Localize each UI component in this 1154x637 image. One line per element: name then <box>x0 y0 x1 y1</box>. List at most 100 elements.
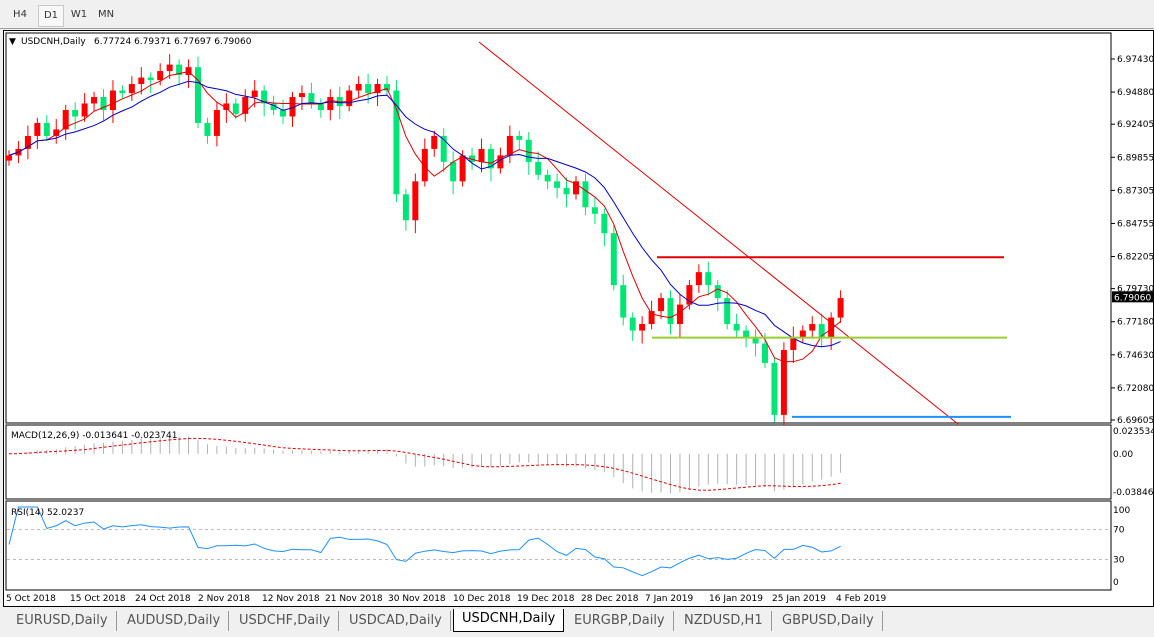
candle <box>393 90 400 195</box>
candle <box>686 285 693 305</box>
chart-tab[interactable]: USDCHF,Daily <box>231 611 340 631</box>
candle <box>790 337 797 351</box>
chart-tab[interactable]: EURGBP,Daily <box>566 611 674 631</box>
chart-tab[interactable]: AUDUSD,Daily <box>119 611 230 631</box>
timeframe-mn[interactable]: MN <box>97 9 115 20</box>
candle <box>478 148 485 162</box>
rsi-label: RSI(14) 52.0237 <box>11 508 84 518</box>
price-tick-label: 6.82205 <box>1117 253 1154 263</box>
candle <box>535 161 542 175</box>
candle <box>374 84 381 94</box>
candle <box>714 285 721 299</box>
candle <box>695 272 702 286</box>
candle <box>251 90 258 98</box>
fast-ma-line <box>8 71 841 363</box>
candle <box>809 324 816 331</box>
candle <box>733 324 740 331</box>
candle <box>762 343 768 363</box>
chart-tab[interactable]: USDCAD,Daily <box>341 611 451 631</box>
timeframe-d1[interactable]: D1 <box>38 5 64 27</box>
candle <box>563 187 570 195</box>
candle <box>298 93 305 98</box>
candle <box>355 84 362 91</box>
candle <box>270 103 277 110</box>
candle <box>119 90 126 94</box>
chart-tab[interactable]: NZDUSD,H1 <box>676 611 772 631</box>
candle <box>724 298 731 325</box>
rsi-tick-label: 70 <box>1113 526 1125 536</box>
candle <box>91 97 98 104</box>
candle <box>771 362 778 415</box>
rsi-line <box>8 506 841 577</box>
candle <box>72 109 79 117</box>
timeframe-w1[interactable]: W1 <box>70 9 88 20</box>
price-tick-label: 6.94880 <box>1117 88 1154 98</box>
slow-ma-line <box>8 80 841 348</box>
candle <box>573 181 579 195</box>
candle <box>185 67 192 75</box>
candle <box>752 337 759 344</box>
candle <box>43 122 50 136</box>
candle <box>440 135 447 162</box>
candle <box>591 207 598 214</box>
date-label: 16 Jan 2019 <box>709 594 763 604</box>
candle <box>109 90 116 110</box>
price-tick-label: 6.72080 <box>1117 384 1154 394</box>
candle <box>648 311 655 325</box>
candle <box>289 97 296 117</box>
candle <box>705 272 712 286</box>
date-label: 7 Jan 2019 <box>645 594 693 604</box>
candle <box>506 135 513 156</box>
date-label: 30 Nov 2018 <box>388 594 446 604</box>
price-tick-label: 6.92405 <box>1117 120 1154 130</box>
candle <box>639 324 646 331</box>
price-tick-label: 6.79730 <box>1117 285 1154 295</box>
date-label: 5 Oct 2018 <box>6 594 56 604</box>
candle <box>667 298 674 325</box>
candle <box>138 77 145 85</box>
candle <box>34 122 41 136</box>
macd-tick-label: -0.038466 <box>1113 488 1154 498</box>
candle <box>195 67 201 123</box>
candle <box>365 84 372 94</box>
candle <box>157 71 164 81</box>
candle <box>204 122 211 136</box>
price-tick-label: 6.77180 <box>1117 318 1154 328</box>
candle <box>487 148 494 169</box>
candle <box>346 90 353 107</box>
candle <box>166 64 173 72</box>
candle <box>469 155 476 162</box>
candle <box>6 155 12 161</box>
candle <box>232 103 239 114</box>
price-tick-label: 6.97430 <box>1117 55 1154 65</box>
candle <box>62 109 69 130</box>
candle <box>620 285 627 318</box>
chart-canvas[interactable]: ▼ USDCNH,Daily 6.77724 6.79371 6.77697 6… <box>4 31 1154 608</box>
candle <box>610 233 617 286</box>
chart-tab[interactable]: USDCNH,Daily <box>453 609 565 632</box>
candle <box>327 97 334 110</box>
candle <box>601 213 608 234</box>
candle <box>431 135 438 149</box>
date-label: 19 Dec 2018 <box>517 594 575 604</box>
chart-window[interactable]: ▼ USDCNH,Daily 6.77724 6.79371 6.77697 6… <box>3 30 1154 607</box>
chart-tab[interactable]: GBPUSD,Daily <box>774 611 883 631</box>
price-tick-label: 6.84755 <box>1117 219 1154 229</box>
trendline[interactable] <box>478 41 959 425</box>
candle <box>412 181 419 221</box>
candle <box>308 93 315 104</box>
candle <box>516 135 523 140</box>
date-label: 21 Nov 2018 <box>325 594 383 604</box>
candle <box>53 129 60 136</box>
chart-tab[interactable]: EURUSD,Daily <box>8 611 117 631</box>
candle <box>261 90 268 104</box>
candle <box>128 84 135 94</box>
candle <box>100 97 107 110</box>
timeframe-h4[interactable]: H4 <box>13 9 27 20</box>
candle <box>147 77 154 81</box>
rsi-pane <box>5 500 1112 591</box>
date-label: 24 Oct 2018 <box>135 594 191 604</box>
candle <box>676 304 683 325</box>
candle <box>799 330 806 338</box>
collapse-arrow-icon[interactable]: ▼ <box>9 37 16 47</box>
